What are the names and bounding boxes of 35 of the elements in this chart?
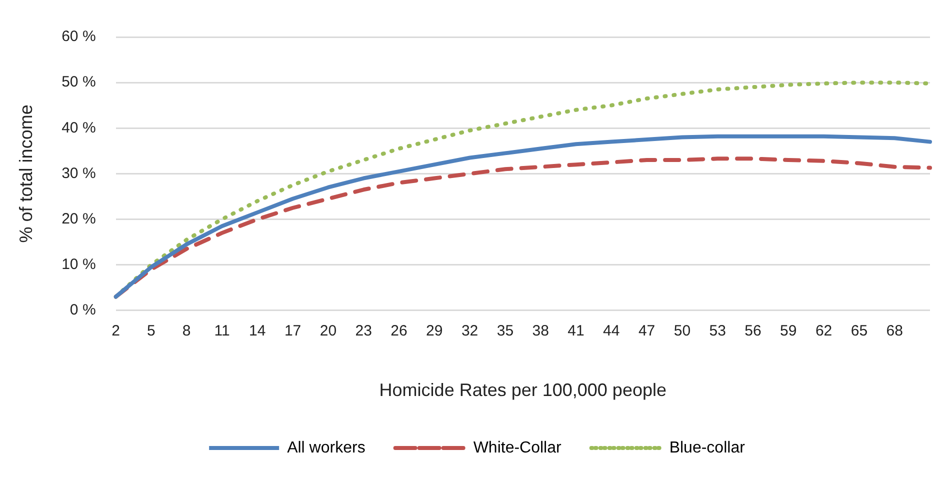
y-tick-label: 50 % <box>62 74 96 91</box>
x-tick-label: 44 <box>603 322 620 340</box>
x-tick-label: 50 <box>674 322 691 340</box>
x-tick-label: 2 <box>112 322 120 340</box>
x-tick-label: 11 <box>214 322 230 340</box>
y-tick-label: 60 % <box>62 28 96 46</box>
x-tick-label: 41 <box>568 322 584 340</box>
x-tick-label: 53 <box>709 322 726 340</box>
x-tick-label: 62 <box>815 322 832 340</box>
y-tick-label: 20 % <box>62 210 96 228</box>
x-tick-label: 29 <box>426 322 443 340</box>
legend-label: White-Collar <box>473 439 562 456</box>
x-tick-label: 8 <box>182 322 191 340</box>
legend-label: All workers <box>287 439 366 456</box>
y-tick-label: 40 % <box>62 119 96 136</box>
x-tick-label: 65 <box>850 322 868 340</box>
x-tick-label: 17 <box>284 322 302 340</box>
x-tick-label: 14 <box>249 322 266 340</box>
x-tick-label: 26 <box>390 322 408 340</box>
x-axis-title: Homicide Rates per 100,000 people <box>379 380 666 400</box>
y-tick-label: 10 % <box>62 256 96 273</box>
x-tick-label: 59 <box>780 322 797 340</box>
y-tick-label: 30 % <box>62 164 96 182</box>
x-tick-label: 5 <box>147 322 156 340</box>
x-tick-label: 68 <box>886 322 903 340</box>
y-tick-label: 0 % <box>70 302 96 319</box>
x-tick-label: 35 <box>496 322 514 340</box>
x-tick-label: 47 <box>638 322 656 340</box>
x-tick-label: 20 <box>320 322 337 340</box>
x-tick-label: 38 <box>532 322 549 340</box>
x-tick-label: 56 <box>744 322 762 340</box>
y-axis-title: % of total income <box>16 104 36 243</box>
legend-label: Blue-collar <box>669 439 746 456</box>
x-tick-label: 23 <box>355 322 372 340</box>
x-tick-label: 32 <box>461 322 478 340</box>
